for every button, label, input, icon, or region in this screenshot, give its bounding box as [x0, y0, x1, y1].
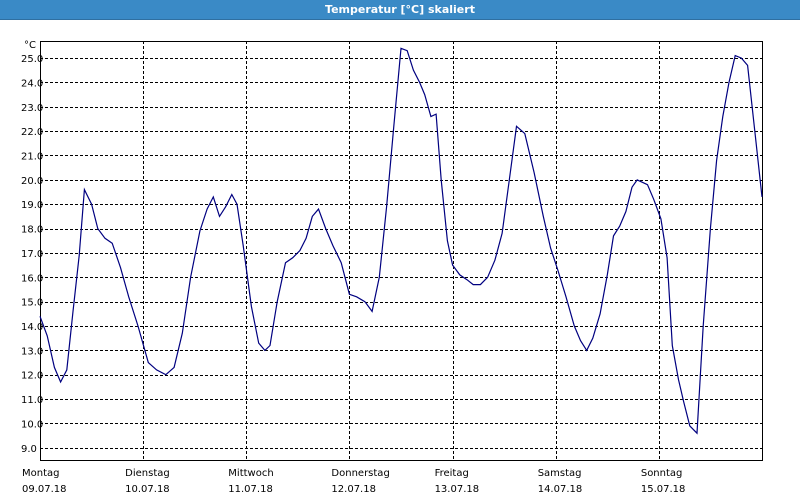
x-tick-weekday: Samstag [538, 468, 582, 479]
y-tick-label: 9.0 [21, 444, 37, 455]
y-tick-label: 11.0 [21, 395, 43, 406]
x-tick-date: 14.07.18 [538, 484, 583, 495]
chart-title-bar: Temperatur [°C] skaliert [0, 0, 800, 20]
x-tick-weekday: Donnerstag [331, 468, 389, 479]
x-tick-weekday: Dienstag [125, 468, 170, 479]
y-tick-labels: 9.0 10.0 11.0 12.0 13.0 14.0 15.0 16.0 17.0 18.0 1… [21, 54, 43, 455]
y-tick-label: 19.0 [21, 200, 43, 211]
grid-layer [40, 41, 763, 461]
y-tick-label: 25.0 [21, 54, 43, 65]
x-tick-date: 15.07.18 [641, 484, 686, 495]
y-tick-label: 23.0 [21, 103, 43, 114]
x-tick-date: 09.07.18 [22, 484, 67, 495]
y-tick-label: 20.0 [21, 176, 43, 187]
y-tick-label: 15.0 [21, 298, 43, 309]
x-tick-weekday: Mittwoch [228, 468, 273, 479]
y-tick-label: 18.0 [21, 225, 43, 236]
x-tick-date: 11.07.18 [228, 484, 273, 495]
y-tick-label: 24.0 [21, 78, 43, 89]
temperature-series-line [39, 47, 763, 435]
y-tick-label: 14.0 [21, 322, 43, 333]
plot-frame [40, 41, 763, 461]
y-tick-label: 13.0 [21, 346, 43, 357]
y-axis-unit: °C [24, 40, 36, 51]
x-tick-labels: Montag 09.07.18 Dienstag 10.07.18 Mittwoch 11… [22, 468, 685, 495]
y-tick-label: 16.0 [21, 273, 43, 284]
y-tick-label: 17.0 [21, 249, 43, 260]
y-tick-label: 21.0 [21, 151, 43, 162]
y-tick-label: 22.0 [21, 127, 43, 138]
x-tick-weekday: Montag [22, 468, 59, 479]
x-tick-date: 13.07.18 [435, 484, 480, 495]
x-tick-weekday: Freitag [435, 468, 469, 479]
y-tick-label: 12.0 [21, 371, 43, 382]
y-tick-label: 10.0 [21, 419, 43, 430]
chart-title: Temperatur [°C] skaliert [325, 3, 475, 16]
series-layer [39, 47, 763, 435]
x-tick-weekday: Sonntag [641, 468, 683, 479]
x-tick-date: 10.07.18 [125, 484, 170, 495]
x-tick-date: 12.07.18 [331, 484, 376, 495]
